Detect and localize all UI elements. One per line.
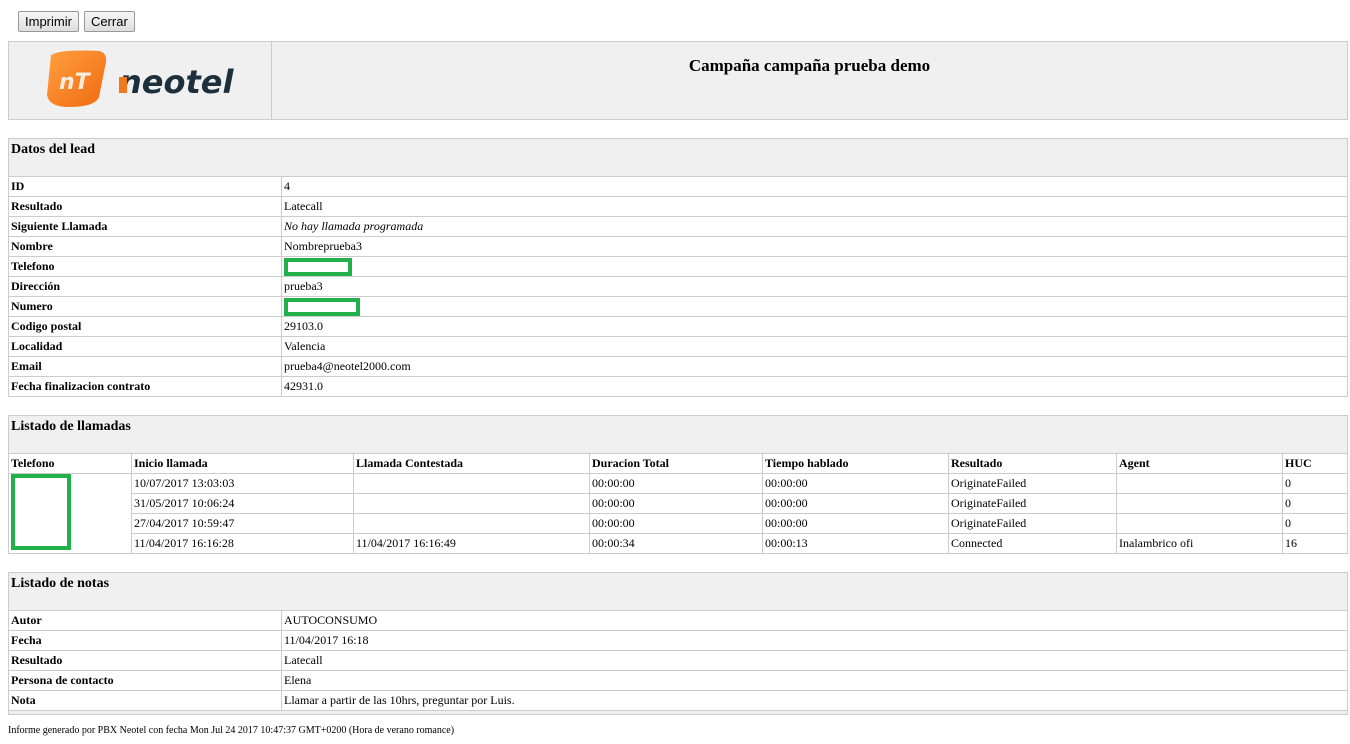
logo-wordmark: neotel (119, 63, 234, 101)
lead-data-table: Datos del lead ID 4 Resultado Latecall Sig… (8, 138, 1348, 397)
lead-row: Siguiente Llamada No hay llamada programa… (8, 216, 1348, 237)
toolbar: Imprimir Cerrar (8, 8, 1342, 37)
notes-section-title: Listado de notas (8, 572, 1348, 611)
lead-row: Fecha finalizacion contrato 42931.0 (8, 376, 1348, 397)
call-row: 11/04/2017 16:16:28 11/04/2017 16:16:49 00… (9, 533, 1348, 554)
call-row: 31/05/2017 10:06:24 00:00:00 00:00:00 Origi… (9, 493, 1348, 514)
report-footer: Informe generado por PBX Neotel con fech… (8, 725, 455, 736)
print-button[interactable]: Imprimir (18, 11, 79, 32)
calls-section-title: Listado de llamadas (8, 415, 1348, 454)
redacted-phone (11, 474, 71, 550)
neotel-logo-icon: nT neotel (47, 50, 234, 107)
redacted-number (284, 297, 360, 316)
lead-row: Numero (8, 296, 1348, 317)
logo: nT neotel (8, 41, 272, 120)
lead-row: ID 4 (8, 176, 1348, 197)
calls-table: Listado de llamadas Telefono Inicio llam… (8, 415, 1348, 554)
page-title: Campaña campaña prueba demo (271, 41, 1348, 120)
notes-table: Listado de notas Autor AUTOCONSUMO Fecha 1… (8, 572, 1348, 715)
lead-row: Email prueba4@neotel2000.com (8, 356, 1348, 377)
lead-row: Codigo postal 29103.0 (8, 316, 1348, 337)
svg-text:nT: nT (59, 70, 92, 95)
note-row: Fecha 11/04/2017 16:18 (8, 630, 1348, 651)
lead-row: Dirección prueba3 (8, 276, 1348, 297)
lead-row: Localidad Valencia (8, 336, 1348, 357)
lead-row: Resultado Latecall (8, 196, 1348, 217)
lead-row: Telefono (8, 256, 1348, 277)
lead-row: Nombre Nombreprueba3 (8, 236, 1348, 257)
note-row: Autor AUTOCONSUMO (8, 610, 1348, 631)
note-row: Resultado Latecall (8, 650, 1348, 671)
report-header: nT neotel Campaña campaña prueba demo (8, 41, 1348, 120)
redacted-phone (284, 257, 352, 276)
close-button[interactable]: Cerrar (83, 11, 135, 32)
calls-header-row: Telefono Inicio llamada Llamada Contesta… (8, 453, 1348, 474)
call-row: 10/07/2017 13:03:03 00:00:00 00:00:00 Origi… (8, 473, 1348, 554)
note-row: Persona de contacto Elena (8, 670, 1348, 691)
note-row: Nota Llamar a partir de las 10hrs, pregun… (8, 690, 1348, 711)
table-end-divider (8, 710, 1348, 715)
call-row: 27/04/2017 10:59:47 00:00:00 00:00:00 Origi… (9, 513, 1348, 534)
lead-section-title: Datos del lead (8, 138, 1348, 177)
